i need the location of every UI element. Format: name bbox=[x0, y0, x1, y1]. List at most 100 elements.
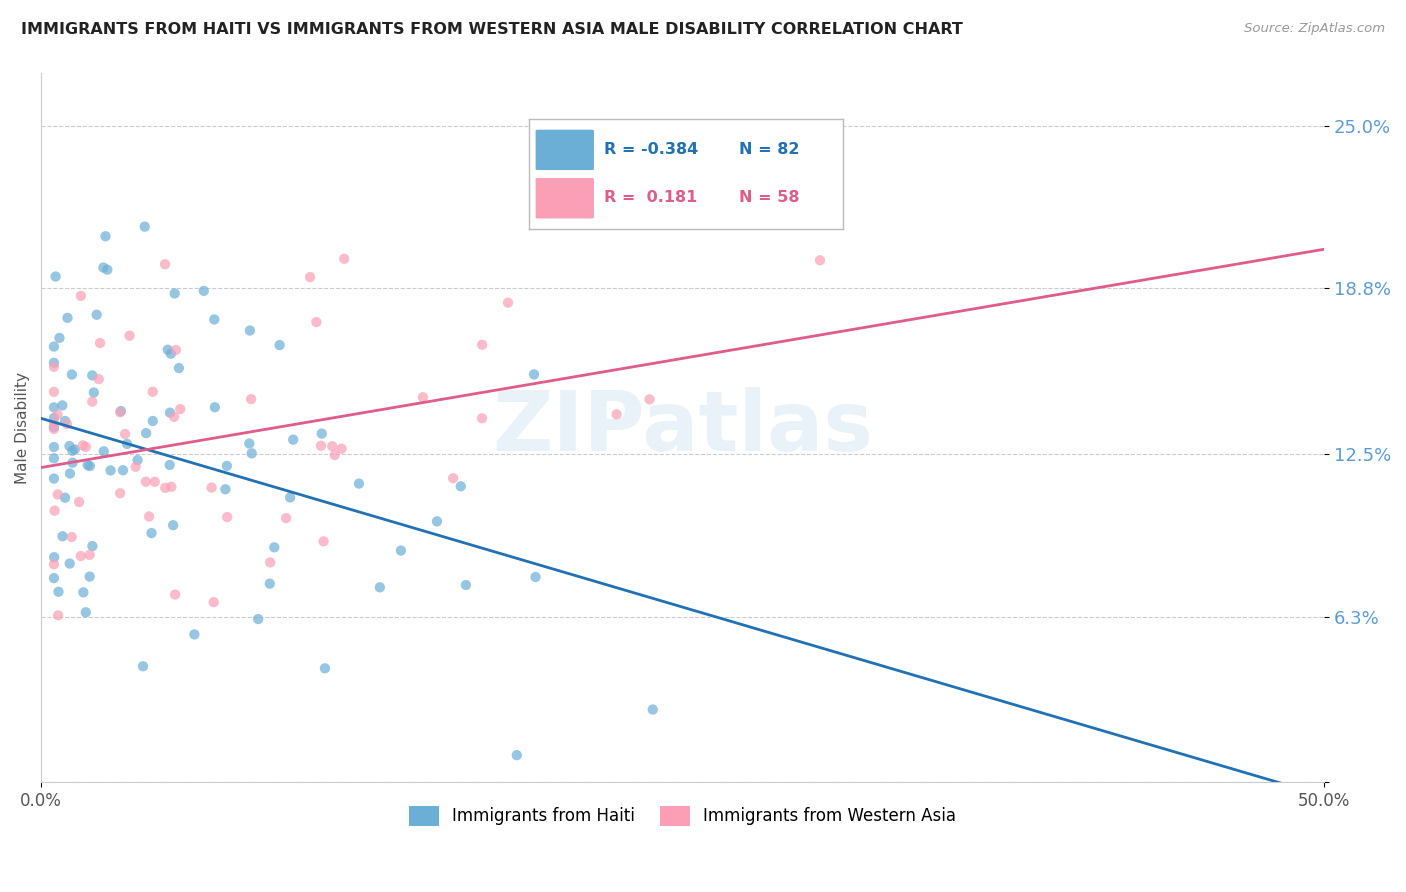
Point bbox=[239, 324, 262, 338]
Point bbox=[496, 295, 519, 310]
Point bbox=[62, 456, 84, 470]
Point bbox=[141, 526, 163, 541]
Point bbox=[808, 253, 831, 268]
Point bbox=[259, 556, 281, 570]
Point bbox=[156, 343, 179, 357]
Point bbox=[259, 576, 281, 591]
Point bbox=[114, 427, 136, 442]
Point bbox=[42, 440, 65, 454]
Point bbox=[59, 467, 82, 481]
Point bbox=[321, 439, 343, 453]
Point bbox=[471, 411, 494, 425]
Point bbox=[42, 411, 65, 425]
Point bbox=[111, 463, 134, 477]
Point bbox=[63, 442, 86, 457]
Point bbox=[48, 331, 70, 345]
Point bbox=[162, 518, 184, 533]
Y-axis label: Male Disability: Male Disability bbox=[15, 372, 30, 483]
Point bbox=[471, 337, 494, 351]
Point bbox=[60, 530, 83, 544]
Point bbox=[142, 384, 165, 399]
Point bbox=[46, 608, 69, 623]
Point bbox=[51, 529, 73, 543]
Point bbox=[76, 458, 98, 472]
Point bbox=[42, 422, 65, 436]
Point bbox=[100, 463, 122, 477]
Point bbox=[330, 442, 353, 456]
Point bbox=[42, 359, 65, 374]
Point bbox=[283, 433, 305, 447]
Point bbox=[42, 420, 65, 434]
Point bbox=[79, 459, 101, 474]
Point bbox=[183, 627, 205, 641]
Point bbox=[69, 549, 91, 563]
Point bbox=[82, 539, 104, 553]
Point bbox=[314, 661, 336, 675]
Legend: Immigrants from Haiti, Immigrants from Western Asia: Immigrants from Haiti, Immigrants from W… bbox=[401, 797, 965, 834]
Point bbox=[309, 439, 332, 453]
Point bbox=[135, 426, 157, 441]
Point bbox=[56, 310, 79, 325]
Point bbox=[93, 260, 115, 275]
Point bbox=[46, 408, 69, 422]
Point bbox=[58, 439, 80, 453]
Point bbox=[606, 407, 628, 421]
Point bbox=[389, 543, 412, 558]
Point bbox=[60, 443, 83, 458]
Point bbox=[412, 390, 434, 404]
Point bbox=[159, 406, 181, 420]
Point bbox=[138, 509, 160, 524]
Point bbox=[48, 584, 70, 599]
Point bbox=[274, 511, 297, 525]
Point bbox=[115, 437, 138, 451]
Point bbox=[94, 229, 117, 244]
Point bbox=[155, 481, 177, 495]
Point bbox=[165, 343, 187, 357]
Point bbox=[312, 534, 335, 549]
Point bbox=[169, 402, 191, 417]
Point bbox=[240, 392, 263, 406]
Point bbox=[45, 269, 67, 284]
Point bbox=[333, 252, 356, 266]
Point bbox=[124, 459, 146, 474]
Text: Source: ZipAtlas.com: Source: ZipAtlas.com bbox=[1244, 22, 1385, 36]
Point bbox=[159, 458, 181, 472]
Point bbox=[83, 385, 105, 400]
Point bbox=[51, 398, 73, 412]
Point bbox=[134, 219, 156, 234]
Point bbox=[215, 458, 238, 473]
Point bbox=[42, 384, 65, 399]
Point bbox=[135, 475, 157, 489]
Point bbox=[450, 479, 472, 493]
Point bbox=[86, 308, 108, 322]
Point bbox=[59, 557, 82, 571]
Text: IMMIGRANTS FROM HAITI VS IMMIGRANTS FROM WESTERN ASIA MALE DISABILITY CORRELATIO: IMMIGRANTS FROM HAITI VS IMMIGRANTS FROM… bbox=[21, 22, 963, 37]
Point bbox=[217, 510, 239, 524]
Point bbox=[311, 426, 333, 441]
Point bbox=[82, 368, 104, 383]
Point bbox=[153, 257, 176, 271]
Point bbox=[118, 328, 141, 343]
Point bbox=[299, 270, 322, 285]
Point bbox=[159, 347, 181, 361]
Point bbox=[87, 372, 110, 386]
Point bbox=[368, 580, 391, 594]
Point bbox=[454, 578, 477, 592]
Point bbox=[42, 451, 65, 466]
Point bbox=[89, 336, 111, 351]
Point bbox=[70, 289, 93, 303]
Point bbox=[426, 514, 449, 528]
Point bbox=[96, 262, 118, 277]
Point bbox=[53, 414, 76, 428]
Point bbox=[44, 550, 66, 565]
Point bbox=[56, 417, 79, 431]
Point bbox=[127, 453, 149, 467]
Point bbox=[441, 471, 464, 485]
Point bbox=[72, 585, 94, 599]
Point bbox=[42, 340, 65, 354]
Point bbox=[42, 571, 65, 585]
Point bbox=[200, 481, 222, 495]
Point bbox=[42, 356, 65, 370]
Point bbox=[53, 491, 76, 505]
Point bbox=[506, 748, 529, 763]
